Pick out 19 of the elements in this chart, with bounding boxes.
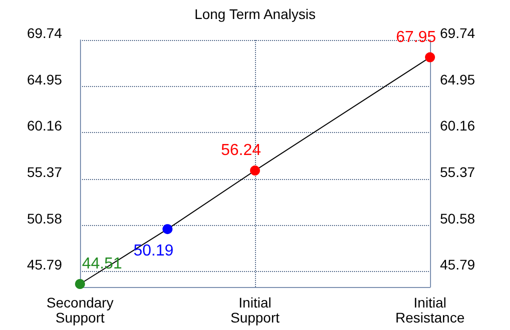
y-tick-label: 60.16 (26, 118, 62, 134)
chart-title: Long Term Analysis (194, 6, 316, 22)
y2-tick-label: 64.95 (440, 71, 476, 88)
y2-tick-label: 50.58 (440, 210, 476, 226)
y2-tick-label: 69.74 (440, 25, 476, 41)
y2-tick-label: 55.37 (440, 164, 476, 180)
data-label: 67.95 (396, 28, 436, 46)
x-tick-label: Initial Support (230, 294, 280, 326)
x-tick-label: Initial Resistance (395, 294, 465, 326)
y2-tick-label: 45.79 (440, 256, 476, 273)
y2-tick-label: 60.16 (440, 118, 476, 134)
y-tick-label: 69.74 (26, 25, 62, 41)
data-label: 50.19 (133, 242, 174, 260)
y-tick-label: 45.79 (26, 256, 62, 273)
y-tick-label: 64.95 (26, 71, 62, 88)
y-tick-label: 50.58 (26, 210, 62, 226)
data-label: 56.24 (220, 142, 262, 160)
x-tick-label: Secondary Support (46, 294, 114, 326)
y-tick-label: 55.37 (26, 164, 62, 180)
